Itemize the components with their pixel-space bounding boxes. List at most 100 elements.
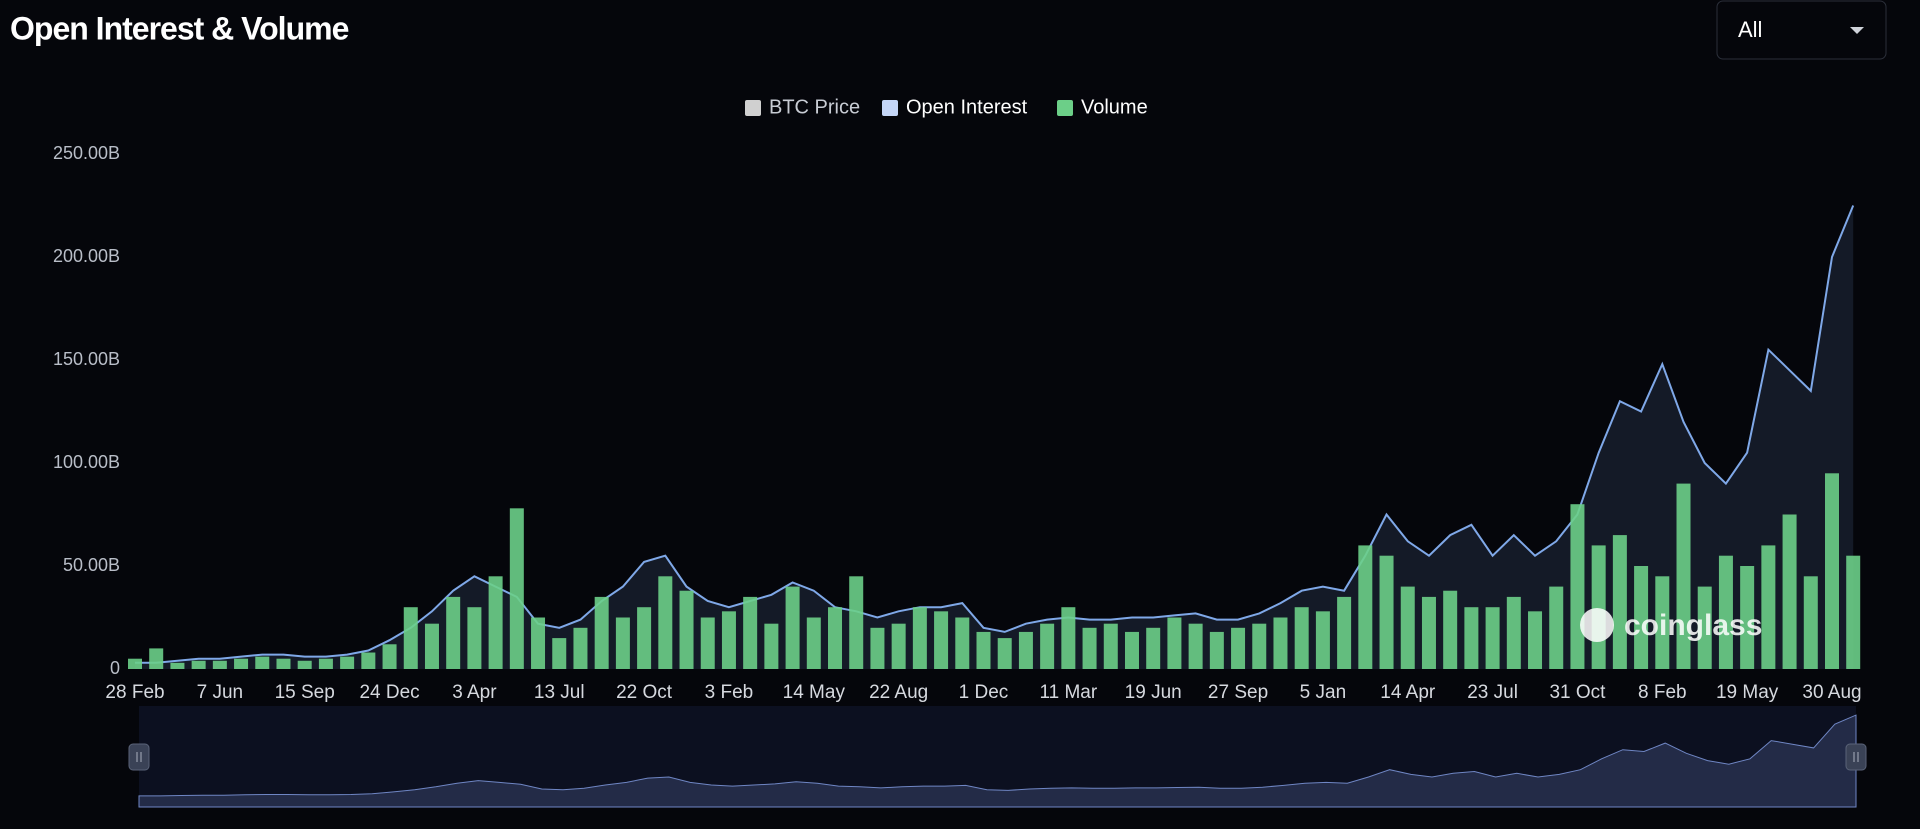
volume-bar <box>1676 483 1691 669</box>
navigator-area <box>138 714 1857 808</box>
volume-bar <box>361 652 376 669</box>
volume-bar <box>1082 627 1097 669</box>
x-tick-label: 11 Mar <box>1039 682 1097 703</box>
dropdown-arrow <box>1850 27 1864 34</box>
volume-bar <box>891 623 906 669</box>
volume-bar <box>1718 555 1733 669</box>
volume-bar <box>870 627 885 669</box>
volume-bar <box>785 586 800 669</box>
volume-bar <box>1485 607 1500 669</box>
volume-bar <box>1400 586 1415 669</box>
volume-bar <box>573 627 588 669</box>
volume-bar <box>446 596 461 669</box>
x-tick-label: 22 Oct <box>616 682 673 703</box>
volume-bar <box>1697 586 1712 669</box>
volume-bar <box>1634 566 1649 669</box>
y-tick-label: 200.00B <box>53 246 120 266</box>
navigator-handle[interactable] <box>128 743 150 771</box>
volume-bar <box>318 658 333 669</box>
volume-bar <box>1061 607 1076 669</box>
x-tick-label: 3 Feb <box>705 682 754 703</box>
volume-bar <box>658 576 673 669</box>
volume-bar <box>721 611 736 669</box>
volume-bar <box>467 607 482 669</box>
volume-bar <box>1612 535 1627 669</box>
volume-bar <box>170 662 185 669</box>
volume-bar <box>1315 611 1330 669</box>
volume-bar <box>552 638 567 669</box>
volume-bar <box>743 596 758 669</box>
volume-bar <box>912 607 927 669</box>
volume-bar <box>806 617 821 669</box>
volume-bar <box>488 576 503 669</box>
x-tick-label: 27 Sep <box>1208 682 1268 703</box>
watermark-icon <box>1580 608 1614 642</box>
y-tick-label: 50.00B <box>63 555 120 575</box>
x-tick-label: 23 Jul <box>1467 682 1518 703</box>
y-tick-label: 0 <box>110 658 120 678</box>
volume-bar <box>1761 545 1776 669</box>
volume-bar <box>1528 611 1543 669</box>
y-tick-label: 150.00B <box>53 349 120 369</box>
x-tick-label: 7 Jun <box>197 682 243 703</box>
volume-bar <box>764 623 779 669</box>
y-tick-label: 100.00B <box>53 452 120 472</box>
oi-line <box>135 205 1855 664</box>
volume-bar <box>615 617 630 669</box>
volume-bar <box>849 576 864 669</box>
volume-bar <box>1188 623 1203 669</box>
legend-swatch <box>1057 100 1073 116</box>
volume-bar <box>828 607 843 669</box>
x-tick-label: 30 Aug <box>1802 682 1861 703</box>
navigator-handle[interactable] <box>1845 743 1867 771</box>
chart-title: Open Interest & Volume <box>10 10 349 46</box>
volume-bar <box>1591 545 1606 669</box>
volume-bar <box>955 617 970 669</box>
x-tick-label: 8 Feb <box>1638 682 1687 703</box>
volume-bar <box>340 656 355 669</box>
volume-bar <box>1655 576 1670 669</box>
volume-bar <box>1337 596 1352 669</box>
volume-bar <box>700 617 715 669</box>
volume-bar <box>1040 623 1055 669</box>
x-tick-label: 31 Oct <box>1549 682 1606 703</box>
watermark: coinglass <box>1624 609 1762 642</box>
volume-bar <box>1103 623 1118 669</box>
volume-bar <box>403 607 418 669</box>
volume-bar <box>149 648 164 669</box>
x-tick-label: 5 Jan <box>1300 682 1346 703</box>
volume-bar <box>1018 631 1033 669</box>
x-tick-label: 19 May <box>1716 682 1779 703</box>
volume-bar <box>997 638 1012 669</box>
volume-bar <box>1421 596 1436 669</box>
volume-bar <box>637 607 652 669</box>
range-dropdown-label[interactable]: All <box>1738 17 1762 42</box>
volume-bar <box>1124 631 1139 669</box>
volume-bar <box>276 658 291 669</box>
volume-bar <box>1273 617 1288 669</box>
volume-bar <box>255 656 270 669</box>
volume-bar <box>1846 555 1861 669</box>
x-tick-label: 22 Aug <box>869 682 928 703</box>
legend-swatch <box>882 100 898 116</box>
volume-bar <box>1252 623 1267 669</box>
volume-bar <box>934 611 949 669</box>
volume-bar <box>1294 607 1309 669</box>
x-tick-label: 15 Sep <box>275 682 335 703</box>
volume-bar <box>1443 590 1458 669</box>
volume-bar <box>1146 627 1161 669</box>
volume-bar <box>1209 631 1224 669</box>
volume-bar <box>1549 586 1564 669</box>
volume-bar <box>1825 473 1839 669</box>
legend-label: BTC Price <box>769 96 860 118</box>
volume-bar <box>1464 607 1479 669</box>
volume-bar <box>1740 566 1755 669</box>
volume-bar <box>1782 514 1797 669</box>
volume-bar <box>1379 555 1394 669</box>
volume-bar <box>976 631 991 669</box>
x-tick-label: 14 May <box>783 682 846 703</box>
range-dropdown[interactable] <box>1716 0 1887 60</box>
volume-bar <box>509 508 524 669</box>
x-tick-label: 13 Jul <box>534 682 585 703</box>
